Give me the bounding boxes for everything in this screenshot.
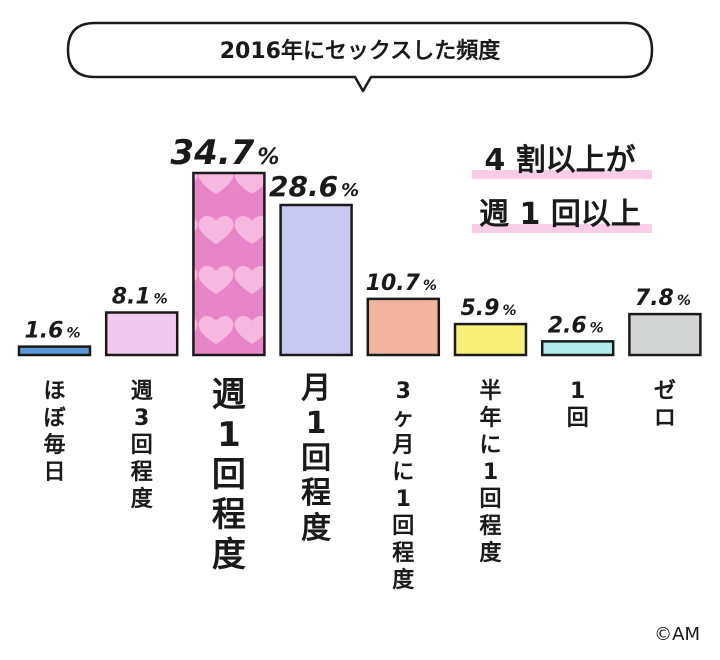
annotation-underline-1	[472, 170, 652, 179]
title-bubble-shape	[66, 21, 654, 93]
category-char: 1	[217, 415, 241, 455]
value-label-1: 1.6%	[24, 319, 80, 344]
category-char: 月	[301, 371, 331, 406]
category-char: 度	[131, 486, 154, 512]
category-char: 回	[212, 455, 246, 495]
category-char: 程	[479, 514, 501, 539]
value-label-8: 7.8%	[635, 286, 691, 311]
category-char: 1	[306, 406, 327, 441]
category-char: に	[479, 433, 501, 458]
category-char: 週	[212, 375, 246, 415]
value-label-7: 2.6%	[548, 313, 604, 338]
category-char: ゼ	[654, 379, 676, 404]
category-char: 1	[483, 460, 498, 485]
category-char: 3	[134, 406, 149, 431]
bars	[17, 171, 702, 357]
annotation: 4 割以上が 週 1 回以上	[472, 143, 652, 233]
category-char: ヶ	[392, 406, 414, 431]
category-char: 3	[396, 379, 411, 404]
annotation-line-1: 4 割以上が	[484, 143, 635, 178]
category-char: 回	[479, 487, 501, 512]
category-char: ほ	[43, 379, 65, 404]
value-label-4: 28.6%	[269, 170, 359, 203]
bar-3	[192, 171, 266, 357]
category-char: 週	[131, 379, 153, 404]
category-char: 程	[131, 460, 153, 485]
category-char: 月	[391, 433, 414, 458]
category-char: 回	[567, 406, 589, 431]
annotation-underline-2	[472, 224, 652, 233]
chart-title: 2016年にセックスした頻度	[220, 38, 502, 64]
category-char: 1	[570, 379, 585, 404]
bar-6	[453, 322, 528, 357]
annotation-line-2: 週 1 回以上	[479, 197, 641, 232]
value-label-5: 10.7%	[366, 271, 437, 296]
category-char: 1	[396, 487, 411, 512]
value-label-2: 8.1%	[112, 285, 168, 310]
category-char: 程	[301, 476, 331, 511]
category-char: 度	[392, 567, 415, 593]
bar-4	[279, 203, 353, 357]
category-char: 毎	[43, 433, 65, 458]
bar-1	[17, 345, 92, 357]
category-char: 半	[479, 379, 501, 404]
category-char: 回	[131, 433, 153, 458]
bar-8	[628, 312, 702, 357]
credit: ©AM	[654, 624, 700, 645]
category-char: に	[392, 460, 414, 485]
category-char: ぼ	[43, 406, 66, 431]
category-char: 年	[479, 405, 501, 431]
category-char: 日	[43, 460, 65, 485]
value-label-6: 5.9%	[460, 296, 516, 321]
category-char: 回	[301, 441, 331, 476]
category-char: 回	[392, 514, 414, 539]
value-labels: 1.6 % 8.1 % 34.7 %28.6 % 10.7 % 5.9 % 2.6 % 7.8%	[24, 133, 690, 344]
category-char: 度	[212, 535, 246, 575]
title-bubble: 2016年にセックスした頻度	[66, 21, 654, 93]
category-char: 程	[212, 495, 246, 535]
category-label-7: 1回	[567, 379, 589, 431]
bar-5	[366, 297, 441, 357]
category-char: ロ	[654, 406, 676, 431]
category-label-8: ゼロ	[654, 379, 676, 431]
category-char: 程	[392, 541, 414, 566]
value-label-3: 34.7%	[170, 133, 279, 173]
category-char: 度	[301, 511, 331, 546]
category-char: 度	[479, 540, 502, 566]
bar-2	[104, 311, 179, 357]
bar-7	[540, 340, 615, 357]
